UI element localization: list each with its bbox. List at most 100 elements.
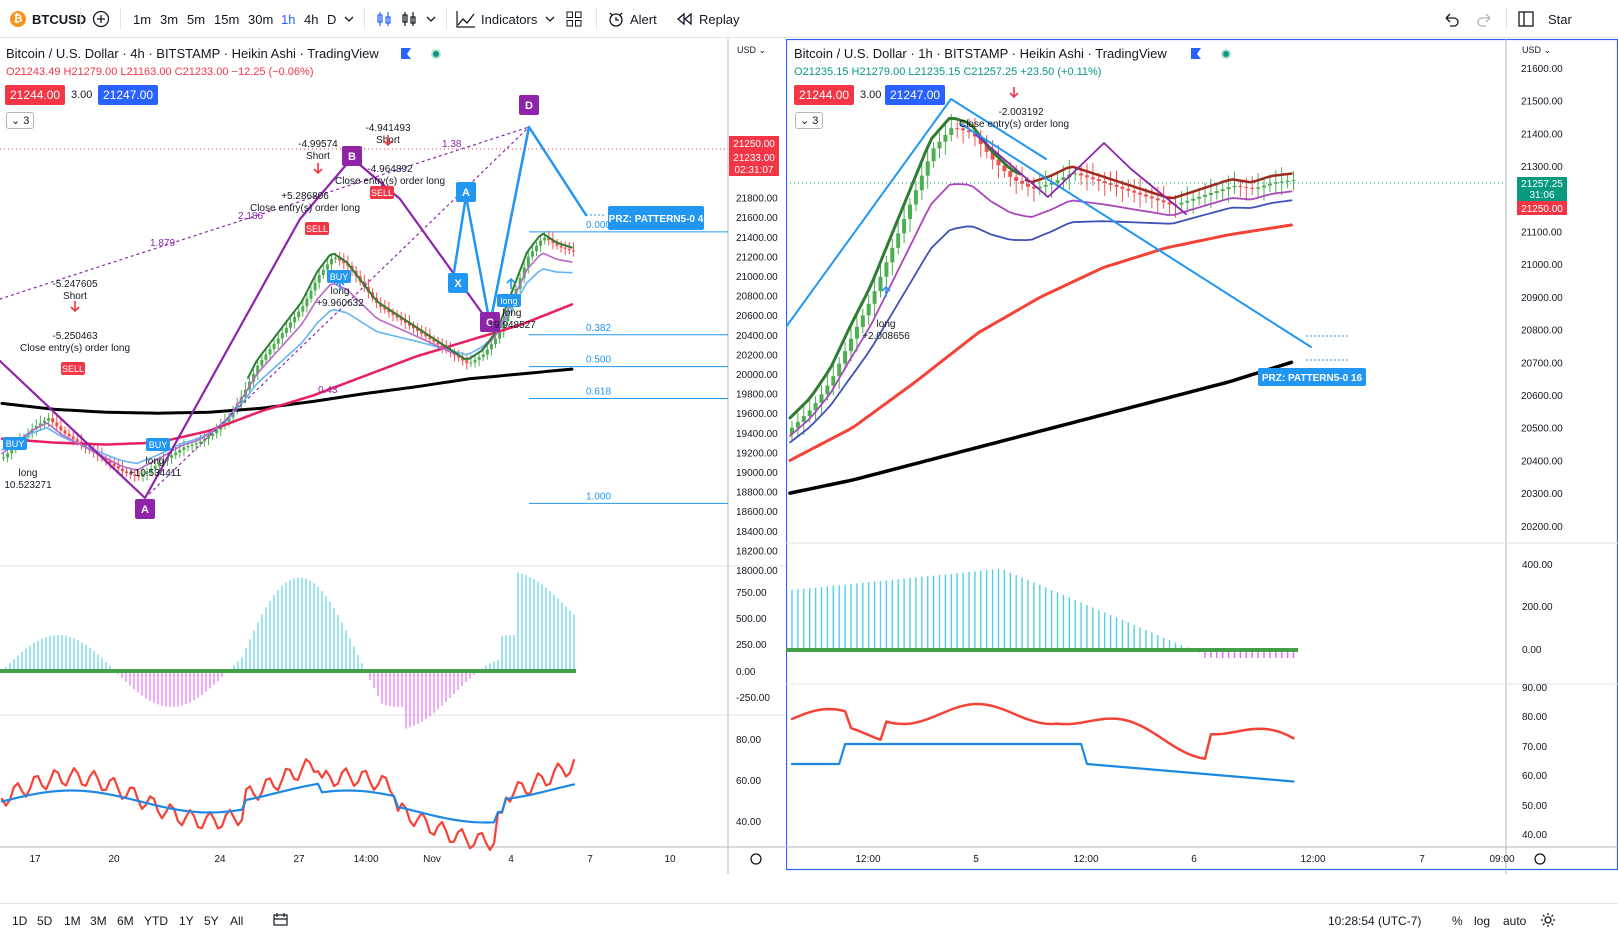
- sell-price-button[interactable]: 21244.00: [794, 85, 855, 105]
- candle-body: [967, 130, 971, 133]
- price-tick-label: 19000.00: [736, 468, 778, 479]
- candle-body: [949, 128, 954, 135]
- range-1d[interactable]: 1D: [12, 914, 28, 928]
- trade-tag: [497, 294, 521, 307]
- signal-value: long: [19, 468, 38, 479]
- range-1m[interactable]: 1M: [64, 914, 81, 928]
- candle-body: [436, 341, 440, 345]
- ema-200-line: [0, 367, 574, 415]
- candle-body: [819, 394, 824, 403]
- trade-tag-label: BUY: [149, 440, 168, 450]
- settings-gear-icon[interactable]: [1540, 912, 1556, 928]
- range-all[interactable]: All: [230, 914, 244, 928]
- star-button[interactable]: Star: [1548, 11, 1572, 27]
- candle-body: [1179, 202, 1184, 205]
- range-5d[interactable]: 5D: [37, 914, 53, 928]
- symbol-search-button[interactable]: ₿ BTCUSD: [10, 0, 86, 38]
- pattern-point-badge: [519, 95, 539, 115]
- bar-type-button[interactable]: [400, 0, 418, 38]
- osc-tick-label: 500.00: [736, 614, 767, 625]
- last-price-badge: [729, 136, 779, 150]
- harmonic-pattern-line: [975, 134, 1187, 215]
- ema-20-line: [1, 268, 573, 465]
- interval-d[interactable]: D: [327, 11, 337, 27]
- undo-button[interactable]: [1442, 0, 1460, 38]
- price-tick-label: 19800.00: [736, 390, 778, 401]
- pattern-point-label: D: [525, 100, 533, 112]
- interval-5m[interactable]: 5m: [187, 11, 206, 27]
- right-chart[interactable]: USD ⌄ 21600.00 21500.00 21400.00 21300.00 212…: [786, 39, 1618, 903]
- range-3m[interactable]: 3M: [90, 914, 107, 928]
- price-tick-label: 18000.00: [736, 566, 778, 577]
- clock-timezone[interactable]: 10:28:54 (UTC-7): [1328, 914, 1422, 928]
- candle-body: [198, 441, 202, 444]
- interval-1h[interactable]: 1h: [281, 11, 296, 27]
- indicators-dropdown[interactable]: [545, 0, 555, 38]
- osc-tick-label: 200.00: [1522, 602, 1553, 613]
- price-tick-label: 20600.00: [736, 311, 778, 322]
- price-tick-label: 21800.00: [736, 194, 778, 205]
- compare-button[interactable]: [92, 0, 110, 38]
- price-tick-label: 19200.00: [736, 448, 778, 459]
- chevron-down-icon: ⌄: [800, 115, 810, 127]
- candle-body: [10, 449, 14, 454]
- range-ytd[interactable]: YTD: [144, 914, 168, 928]
- candle-body: [395, 314, 399, 318]
- left-chart[interactable]: USD ⌄ 21800.00 21600.00 21400.00 21200.00 210…: [0, 39, 786, 903]
- candle-body: [276, 338, 280, 344]
- indicators-button[interactable]: Indicators: [456, 0, 537, 38]
- study-count-toggle[interactable]: ⌄ 3: [6, 112, 35, 129]
- log-toggle[interactable]: log: [1474, 914, 1491, 928]
- replay-button[interactable]: Replay: [676, 0, 739, 38]
- trade-tag: [305, 222, 329, 235]
- interval-15m[interactable]: 15m: [214, 11, 240, 27]
- buy-price-button[interactable]: 21247.00: [98, 85, 159, 105]
- layout-button[interactable]: [1517, 0, 1535, 38]
- candle-body: [502, 320, 506, 332]
- candle-body: [555, 243, 559, 246]
- buy-price-button[interactable]: 21247.00: [885, 85, 946, 105]
- chart-type-dropdown[interactable]: [426, 0, 436, 38]
- range-1y[interactable]: 1Y: [179, 914, 194, 928]
- candle-body: [161, 460, 165, 464]
- candle-body: [202, 438, 206, 442]
- candle-body: [1108, 183, 1113, 185]
- price-tick-label: 20000.00: [736, 370, 778, 381]
- range-5y[interactable]: 5Y: [204, 914, 219, 928]
- candle-body: [2, 457, 5, 459]
- templates-button[interactable]: [565, 0, 583, 38]
- ratio-label: 0.43: [318, 385, 338, 396]
- last-price-badge: [1517, 201, 1567, 215]
- time-tick-label: 4: [508, 854, 514, 865]
- interval-dropdown[interactable]: [344, 0, 354, 38]
- percent-toggle[interactable]: %: [1452, 914, 1463, 928]
- templates-icon: [566, 11, 582, 27]
- candle-body: [1291, 180, 1296, 182]
- interval-3m[interactable]: 3m: [160, 11, 179, 27]
- candle-body: [399, 317, 403, 321]
- trade-tag-label: SELL: [371, 188, 393, 198]
- sell-price-button[interactable]: 21244.00: [5, 85, 66, 105]
- harmonic-pattern-line: [786, 98, 1047, 328]
- interval-4h[interactable]: 4h: [304, 11, 319, 27]
- osc-tick-label: -250.00: [736, 693, 770, 704]
- candle-body: [407, 322, 411, 326]
- candle-body: [931, 148, 936, 162]
- candle-body: [186, 446, 190, 448]
- auto-toggle[interactable]: auto: [1503, 914, 1527, 928]
- redo-button[interactable]: [1476, 0, 1494, 38]
- chart-type-button[interactable]: [375, 0, 393, 38]
- interval-30m[interactable]: 30m: [248, 11, 274, 27]
- range-6m[interactable]: 6M: [117, 914, 134, 928]
- alert-button[interactable]: Alert: [607, 0, 657, 38]
- interval-1m[interactable]: 1m: [133, 11, 152, 27]
- last-price-label: 21250.00: [733, 139, 775, 150]
- candle-body: [543, 237, 547, 241]
- price-tick-label: 20200.00: [736, 350, 778, 361]
- signal-text: Short: [306, 151, 330, 162]
- date-range-icon[interactable]: [272, 912, 290, 928]
- study-count-toggle[interactable]: ⌄ 3: [795, 112, 824, 129]
- top-toolbar: ₿ BTCUSD 1m 3m 5m 15m 30m 1h 4h D Indica…: [0, 0, 1618, 38]
- price-tick-label: 20500.00: [1521, 424, 1563, 435]
- price-tick-label: 19600.00: [736, 409, 778, 420]
